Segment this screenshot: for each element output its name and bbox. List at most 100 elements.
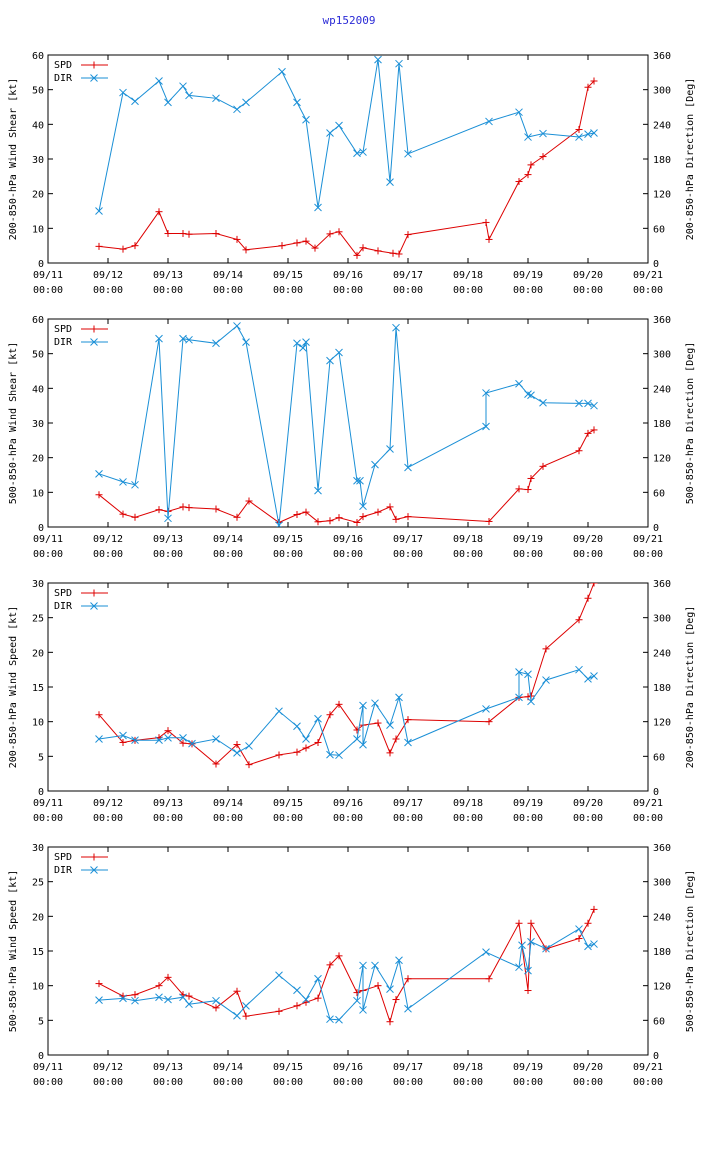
point-dir	[335, 751, 343, 760]
point-dir	[131, 996, 139, 1005]
point-spd	[242, 246, 250, 254]
x-tick-time: 00:00	[273, 285, 303, 296]
point-dir	[539, 398, 547, 407]
point-spd	[575, 935, 583, 943]
point-dir	[575, 399, 583, 408]
marker-stroke	[524, 133, 532, 141]
point-dir	[515, 379, 523, 388]
point-dir	[314, 974, 322, 983]
x-tick-time: 00:00	[453, 1077, 483, 1088]
y-tick-label: 0	[38, 787, 44, 798]
marker-stroke	[386, 721, 394, 729]
point-spd	[590, 905, 598, 913]
point-dir	[179, 82, 187, 91]
marker-stroke	[275, 971, 283, 980]
x-tick-date: 09/20	[573, 270, 603, 281]
y-tick-label: 30	[32, 419, 44, 430]
point-spd	[542, 645, 550, 653]
point-dir	[515, 693, 523, 702]
marker-stroke	[131, 97, 139, 106]
marker-stroke	[155, 736, 163, 745]
point-dir	[293, 986, 301, 995]
series-line-dir	[98, 59, 595, 212]
marker-stroke	[359, 740, 367, 749]
point-spd	[155, 506, 163, 514]
point-dir	[371, 699, 379, 708]
point-dir	[245, 742, 253, 750]
point-dir	[179, 993, 187, 1002]
marker-stroke	[356, 476, 364, 485]
point-spd	[527, 474, 535, 482]
y-tick-label: 25	[32, 878, 44, 889]
point-dir	[395, 956, 403, 965]
point-dir	[293, 339, 301, 348]
y2-tick-label: 60	[653, 752, 665, 763]
x-tick-date: 09/21	[633, 534, 663, 545]
y2-tick-label: 0	[653, 259, 659, 270]
x-tick-time: 00:00	[513, 813, 543, 824]
point-spd	[95, 980, 103, 988]
point-dir	[335, 1015, 343, 1024]
y2-tick-label: 120	[653, 454, 671, 465]
marker-stroke	[386, 178, 394, 186]
x-tick-date: 09/14	[213, 1062, 243, 1073]
y-tick-label: 15	[32, 947, 44, 958]
marker-stroke	[242, 1002, 250, 1010]
marker-stroke	[326, 129, 334, 137]
point-dir	[164, 995, 172, 1004]
point-dir	[482, 948, 490, 957]
point-dir	[404, 149, 412, 158]
point-spd	[485, 718, 493, 726]
point-dir	[485, 117, 493, 126]
x-tick-time: 00:00	[213, 549, 243, 560]
marker-stroke	[392, 323, 400, 332]
marker-stroke	[482, 705, 490, 713]
x-tick-time: 00:00	[513, 285, 543, 296]
marker-stroke	[276, 521, 283, 527]
point-dir	[314, 203, 322, 212]
point-spd	[485, 517, 493, 525]
y-axis-title: 200-850-hPa Wind Shear [kt]	[8, 78, 19, 241]
marker-stroke	[539, 398, 547, 407]
marker-stroke	[374, 55, 382, 64]
marker-stroke	[314, 203, 322, 212]
y-tick-label: 20	[32, 190, 44, 201]
point-dir	[242, 1002, 250, 1010]
point-spd	[485, 235, 493, 243]
x-tick-time: 00:00	[573, 549, 603, 560]
x-tick-time: 00:00	[573, 285, 603, 296]
x-tick-time: 00:00	[33, 1077, 63, 1088]
marker-stroke	[359, 961, 367, 970]
legend: SPD DIR	[54, 588, 108, 612]
point-dir	[374, 55, 382, 64]
point-dir	[302, 735, 310, 743]
x-tick-time: 00:00	[273, 1077, 303, 1088]
point-dir	[326, 750, 334, 759]
y2-tick-label: 360	[653, 843, 671, 854]
point-spd	[185, 504, 193, 512]
marker-stroke	[164, 514, 172, 523]
point-dir	[179, 334, 187, 343]
x-tick-time: 00:00	[93, 549, 123, 560]
point-dir	[524, 670, 532, 679]
x-tick-date: 09/14	[213, 534, 243, 545]
plot-area	[95, 322, 598, 527]
point-spd	[335, 514, 343, 522]
marker-stroke	[155, 993, 163, 1002]
marker-stroke	[212, 94, 220, 103]
marker-stroke	[482, 948, 490, 957]
point-dir	[590, 672, 598, 680]
point-dir	[242, 338, 250, 346]
point-spd	[233, 235, 241, 243]
point-spd	[335, 700, 343, 708]
point-spd	[539, 462, 547, 470]
x-tick-date: 09/11	[33, 534, 63, 545]
point-spd	[524, 486, 532, 494]
point-dir	[515, 108, 523, 117]
marker-stroke	[395, 956, 403, 965]
point-spd	[302, 237, 310, 245]
point-spd	[119, 510, 127, 518]
point-spd	[575, 126, 583, 134]
y-axis-title: 500-850-hPa Wind Speed [kt]	[8, 870, 19, 1033]
y2-tick-label: 360	[653, 579, 671, 590]
